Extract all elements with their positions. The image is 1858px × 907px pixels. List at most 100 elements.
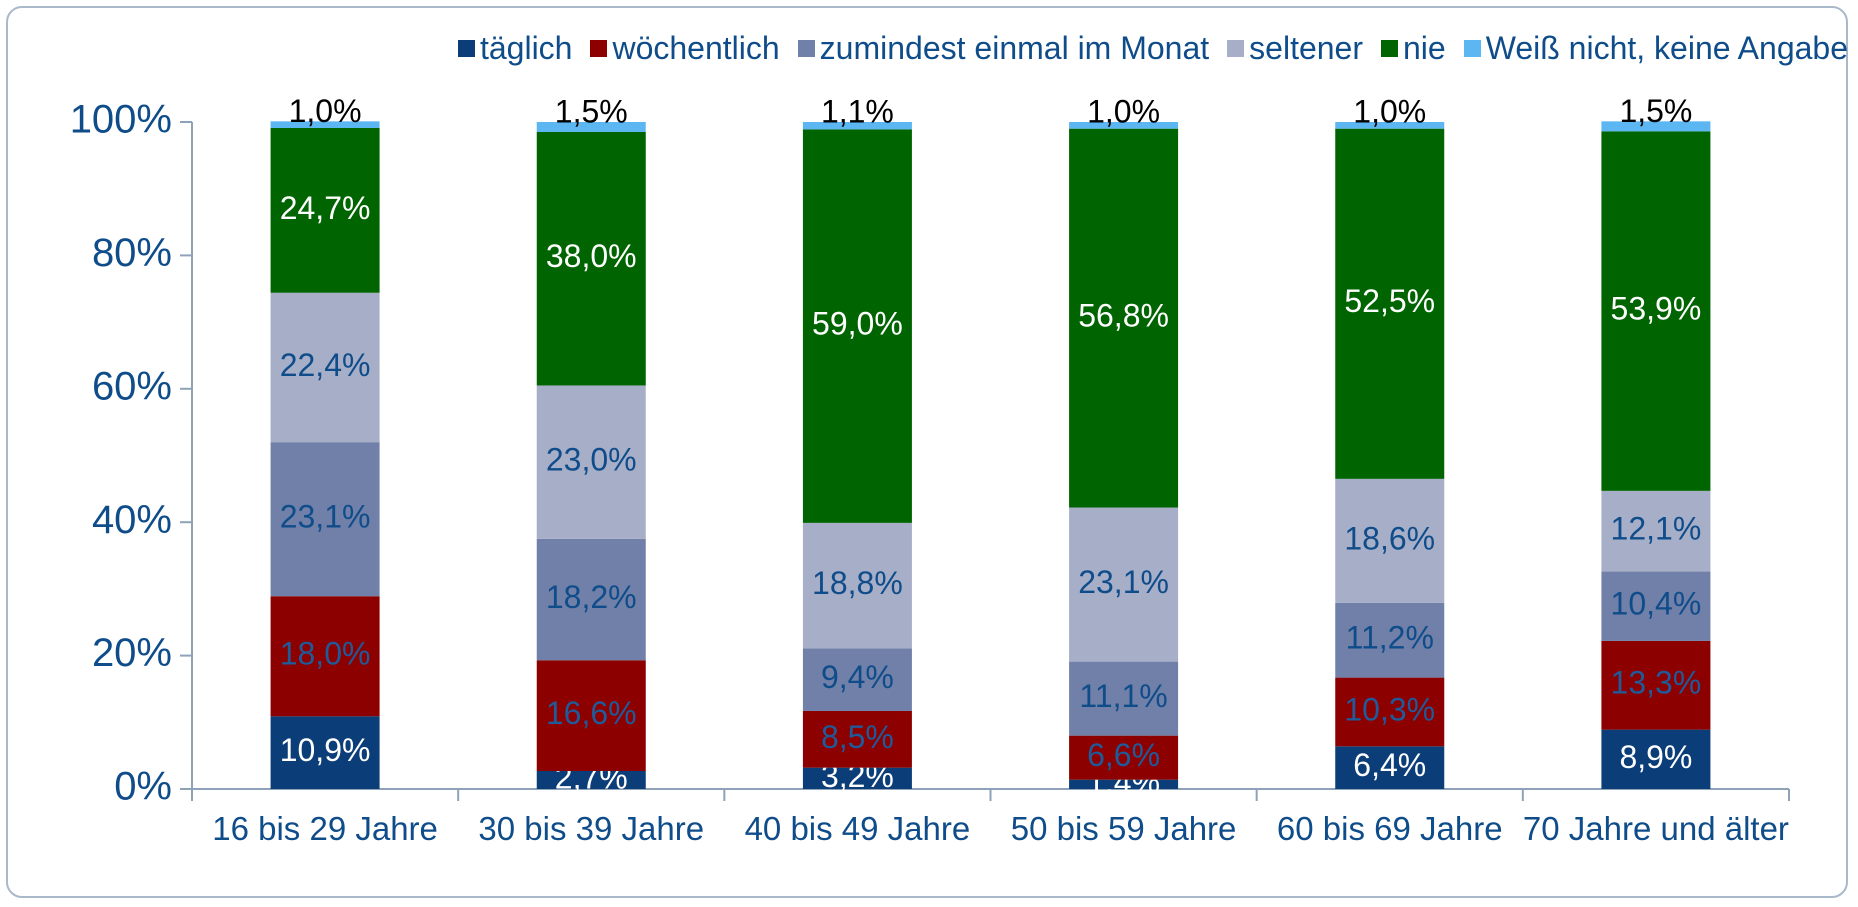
y-tick-label: 100% [70, 98, 172, 142]
bar-segment [1335, 128, 1445, 479]
bar-segment [536, 122, 646, 133]
legend-swatch [590, 40, 608, 57]
bar-segment [1335, 602, 1445, 678]
bar-segment [1335, 122, 1445, 129]
legend-item: nie [1381, 30, 1446, 67]
y-tick-label: 40% [92, 498, 172, 542]
bar-segment [1601, 131, 1711, 491]
value-label: 56,8% [1078, 298, 1169, 334]
legend-swatch [797, 40, 815, 57]
value-label: 18,6% [1344, 520, 1435, 556]
bar-segment [270, 121, 380, 129]
bar-segment [802, 767, 912, 789]
legend-label: nie [1403, 30, 1446, 66]
bar-segment [1069, 122, 1179, 129]
bar-segment [1601, 729, 1711, 789]
value-label: 10,9% [280, 732, 371, 768]
x-tick-label: 16 bis 29 Jahre [212, 810, 438, 847]
legend-label: täglich [479, 30, 573, 66]
value-label: 13,3% [1611, 665, 1702, 701]
bar-segment [270, 292, 380, 443]
bar-segment [1335, 746, 1445, 789]
legend-swatch [457, 40, 475, 57]
bar-segment [1601, 121, 1711, 132]
value-label: 53,9% [1611, 291, 1702, 327]
value-label: 8,9% [1619, 739, 1692, 775]
y-tick-label: 20% [92, 631, 172, 675]
bar-segment [802, 710, 912, 768]
value-label: 1,0% [289, 93, 362, 129]
legend-label: Weiß nicht, keine Angabe [1485, 30, 1848, 66]
value-label: 38,0% [546, 238, 637, 274]
value-label: 52,5% [1344, 283, 1435, 319]
value-label: 11,1% [1079, 678, 1167, 714]
legend-label: seltener [1249, 30, 1363, 66]
value-label: 1,0% [1087, 93, 1160, 129]
legend-item: wöchentlich [590, 30, 780, 67]
bar-segment [270, 442, 380, 597]
bar-segment [1069, 735, 1179, 780]
bar-segment [270, 716, 380, 789]
legend-label: wöchentlich [612, 30, 780, 66]
value-label: 10,4% [1611, 586, 1702, 622]
legend-item: seltener [1227, 30, 1363, 67]
value-label: 6,6% [1087, 737, 1160, 773]
bar-segment [802, 522, 912, 649]
value-label: 1,1% [821, 93, 894, 129]
bar-segment [1335, 478, 1445, 603]
x-tick-label: 40 bis 49 Jahre [744, 810, 971, 847]
bar-segment [270, 128, 380, 293]
legend-swatch [1227, 40, 1245, 57]
bar-segment [1069, 507, 1179, 662]
y-tick-label: 80% [92, 231, 172, 275]
bar-segment [1069, 779, 1179, 789]
value-label: 11,2% [1346, 620, 1434, 656]
bar-segment [536, 660, 646, 771]
legend-swatch [1381, 40, 1398, 57]
x-tick-label: 50 bis 59 Jahre [1010, 810, 1237, 847]
legend: täglich wöchentlich zumindest einmal im Mo… [457, 30, 1848, 67]
legend-swatch [1463, 40, 1481, 57]
legend-label: zumindest einmal im Monat [819, 30, 1210, 66]
value-label: 18,0% [280, 636, 371, 672]
bar-segment [802, 122, 912, 130]
y-tick-label: 0% [114, 765, 172, 809]
y-tick-label: 60% [92, 364, 172, 408]
value-label: 24,7% [280, 190, 371, 226]
bar-segment [802, 648, 912, 711]
value-label: 1,0% [1353, 93, 1426, 129]
value-label: 18,2% [546, 579, 637, 615]
value-label: 59,0% [812, 306, 903, 342]
chart-frame [6, 6, 1848, 898]
value-label: 1,5% [555, 93, 628, 129]
bar-segment [1335, 677, 1445, 747]
bar-segment [536, 770, 646, 789]
bar-segment [1601, 490, 1711, 572]
bar-segment [1069, 128, 1179, 508]
bar-segment [1601, 640, 1711, 730]
value-label: 1,5% [1619, 93, 1692, 129]
value-label: 16,6% [546, 695, 637, 731]
bar-segment [536, 132, 646, 386]
value-label: 23,0% [546, 442, 637, 478]
bar-segment [1601, 571, 1711, 641]
bar-segment [802, 129, 912, 523]
bar-segment [536, 385, 646, 539]
x-tick-label: 60 bis 69 Jahre [1276, 810, 1503, 847]
value-label: 9,4% [821, 659, 894, 695]
value-label: 8,5% [821, 719, 894, 755]
bar-segment [536, 538, 646, 661]
bar-segment [1069, 661, 1179, 736]
value-label: 23,1% [1078, 564, 1169, 600]
bar-segment [270, 596, 380, 717]
legend-item: Weiß nicht, keine Angabe [1463, 30, 1848, 67]
value-label: 12,1% [1611, 511, 1702, 547]
x-tick-label: 30 bis 39 Jahre [478, 810, 705, 847]
x-tick-label: 70 Jahre und älter [1522, 810, 1789, 847]
value-label: 10,3% [1344, 691, 1435, 727]
value-label: 22,4% [280, 347, 371, 383]
legend-item: zumindest einmal im Monat [797, 30, 1210, 67]
value-label: 6,4% [1353, 747, 1426, 783]
